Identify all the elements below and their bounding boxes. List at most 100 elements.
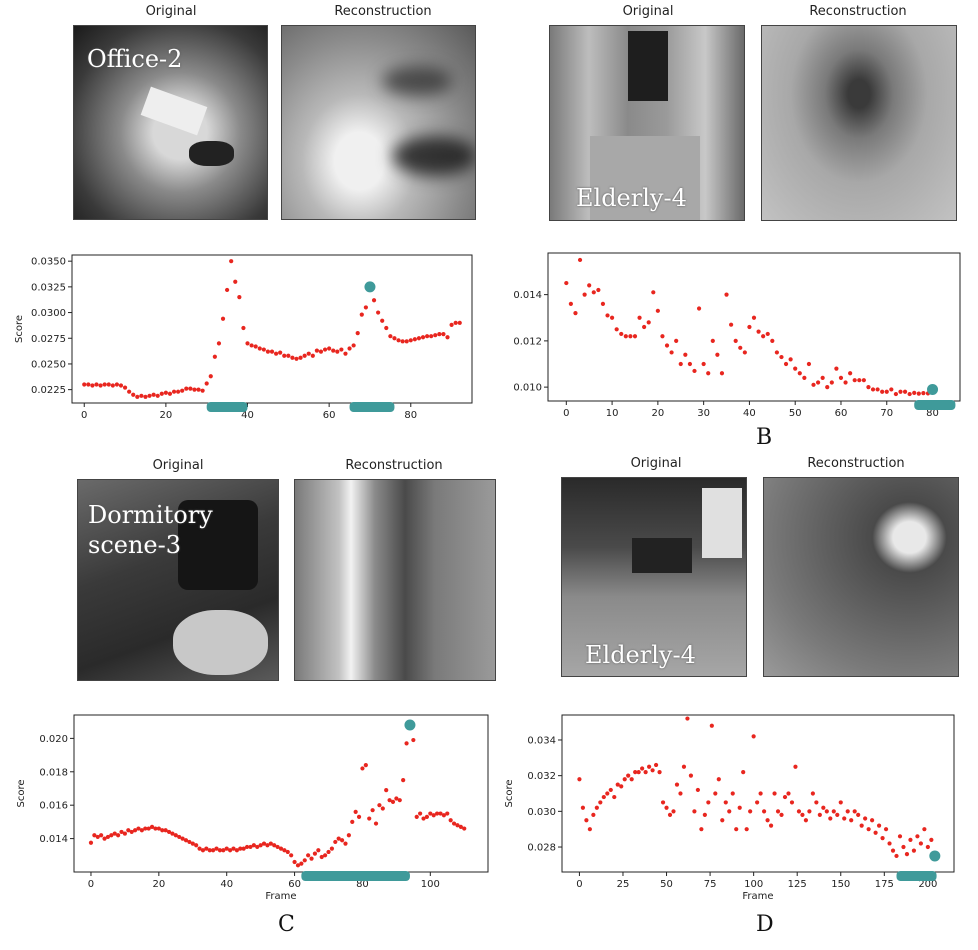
- chart-c-point: [251, 843, 256, 848]
- chart-d-point: [577, 777, 582, 782]
- chart-c-point: [153, 826, 158, 831]
- chart-d-xtick-label: 125: [788, 879, 807, 890]
- chart-d-point: [695, 787, 700, 793]
- chart-c-point: [92, 833, 97, 838]
- chart-d-point: [786, 791, 791, 796]
- chart-c-point: [173, 833, 178, 838]
- chart-a-point: [290, 355, 295, 360]
- chart-b-point: [609, 315, 615, 320]
- chart-c-point: [421, 816, 426, 821]
- chart-c-point: [170, 831, 175, 836]
- chart-d-point: [720, 818, 725, 823]
- chart-d-point: [789, 800, 795, 805]
- chart-b-point: [568, 301, 573, 306]
- chart-a-point: [384, 325, 389, 331]
- chart-a-point: [94, 382, 99, 387]
- chart-c-point: [255, 844, 260, 850]
- chart-a-point: [388, 334, 393, 339]
- scene-label-d: Elderly-4: [585, 641, 696, 669]
- chart-b-point: [591, 290, 596, 295]
- reconstruction-title-c: Reconstruction: [345, 458, 443, 473]
- chart-d-point: [765, 818, 770, 823]
- chart-d-point: [622, 777, 627, 782]
- chart-c-point: [136, 826, 141, 831]
- chart-c-point: [390, 799, 396, 804]
- chart-a-point: [163, 390, 168, 395]
- chart-d-point: [883, 827, 889, 832]
- chart-c-point: [132, 828, 138, 833]
- chart-a-point: [249, 343, 254, 348]
- chart-d-point: [908, 837, 913, 842]
- chart-a-point: [208, 374, 213, 379]
- chart-d-point: [727, 809, 732, 814]
- chart-b-xtick-label: 10: [606, 408, 619, 419]
- chart-b-point: [660, 334, 665, 339]
- chart-c-point: [119, 829, 124, 835]
- chart-b-point: [806, 361, 812, 367]
- chart-a-point: [114, 382, 119, 387]
- chart-b-point: [582, 292, 587, 297]
- chart-d-point: [748, 809, 753, 814]
- chart-b-point: [912, 390, 917, 396]
- hallway-door-shape: [628, 31, 668, 101]
- chart-a-point: [286, 353, 291, 358]
- chart-d-point: [838, 800, 843, 805]
- chart-c-plot-area: [73, 714, 489, 873]
- chart-a-ytick-label: 0.0350: [31, 257, 66, 268]
- chart-c-point: [156, 826, 161, 831]
- chart-c-point: [200, 848, 206, 853]
- chart-b-point: [756, 329, 761, 334]
- chart-d-point: [793, 764, 798, 769]
- chart-d-point: [814, 800, 819, 805]
- chart-d-point: [782, 794, 788, 800]
- chart-b-point: [623, 334, 628, 339]
- chart-b-point: [788, 357, 793, 362]
- chart-a-point: [188, 386, 193, 391]
- chart-d-point: [633, 769, 638, 775]
- chart-b-point: [779, 354, 784, 360]
- chart-b-point: [637, 315, 642, 320]
- chart-d-point: [709, 723, 714, 728]
- chart-c-point: [451, 821, 457, 826]
- chart-c-point: [190, 841, 195, 846]
- reconstruction-title-d: Reconstruction: [807, 456, 905, 471]
- chart-a-point: [363, 305, 368, 310]
- chart-a-point: [359, 312, 364, 317]
- chart-c-point: [217, 848, 223, 853]
- chart-b-point: [843, 380, 848, 385]
- chart-d-point: [922, 827, 927, 832]
- chart-a-point: [298, 355, 303, 360]
- chart-c-xtick-label: 80: [356, 879, 369, 890]
- chart-b-xtick-label: 60: [835, 408, 848, 419]
- chart-a-ytick-label: 0.0250: [31, 359, 66, 370]
- chart-a-point: [176, 389, 181, 394]
- chart-d-highlight-point: [929, 850, 941, 862]
- chart-a-point: [457, 320, 462, 325]
- chart-d-point: [587, 827, 592, 832]
- chart-d-point: [674, 782, 680, 787]
- chart-c-point: [312, 851, 318, 856]
- chart-d-point: [796, 809, 802, 814]
- chart-b-point: [921, 391, 926, 396]
- chart-c-ytick-label: 0.016: [39, 801, 68, 812]
- chart-b-point: [793, 366, 798, 371]
- chart-a-point: [412, 337, 417, 342]
- chart-c-point: [129, 829, 134, 835]
- chart-c-point: [299, 861, 304, 866]
- reconstruction-frame-c: [294, 479, 496, 681]
- chart-c-point: [441, 813, 446, 818]
- chart-a-ytick-label: 0.0275: [31, 334, 66, 345]
- chart-c-xtick-label: 40: [220, 879, 233, 890]
- chart-a-xtick-label: 60: [323, 410, 336, 421]
- chart-a-highlight-point: [364, 281, 376, 293]
- chart-a-point: [367, 287, 373, 293]
- chart-c-point: [319, 854, 324, 860]
- chart-b-point: [852, 378, 857, 383]
- chart-a-ytick-label: 0.0225: [31, 385, 66, 396]
- chart-c-point: [139, 828, 144, 833]
- chart-d-plot-area: [561, 714, 955, 873]
- chart-c-point: [428, 811, 433, 816]
- chart-a-point: [445, 335, 450, 340]
- chart-b-highlight-point: [927, 383, 939, 395]
- chart-a-point: [355, 331, 360, 336]
